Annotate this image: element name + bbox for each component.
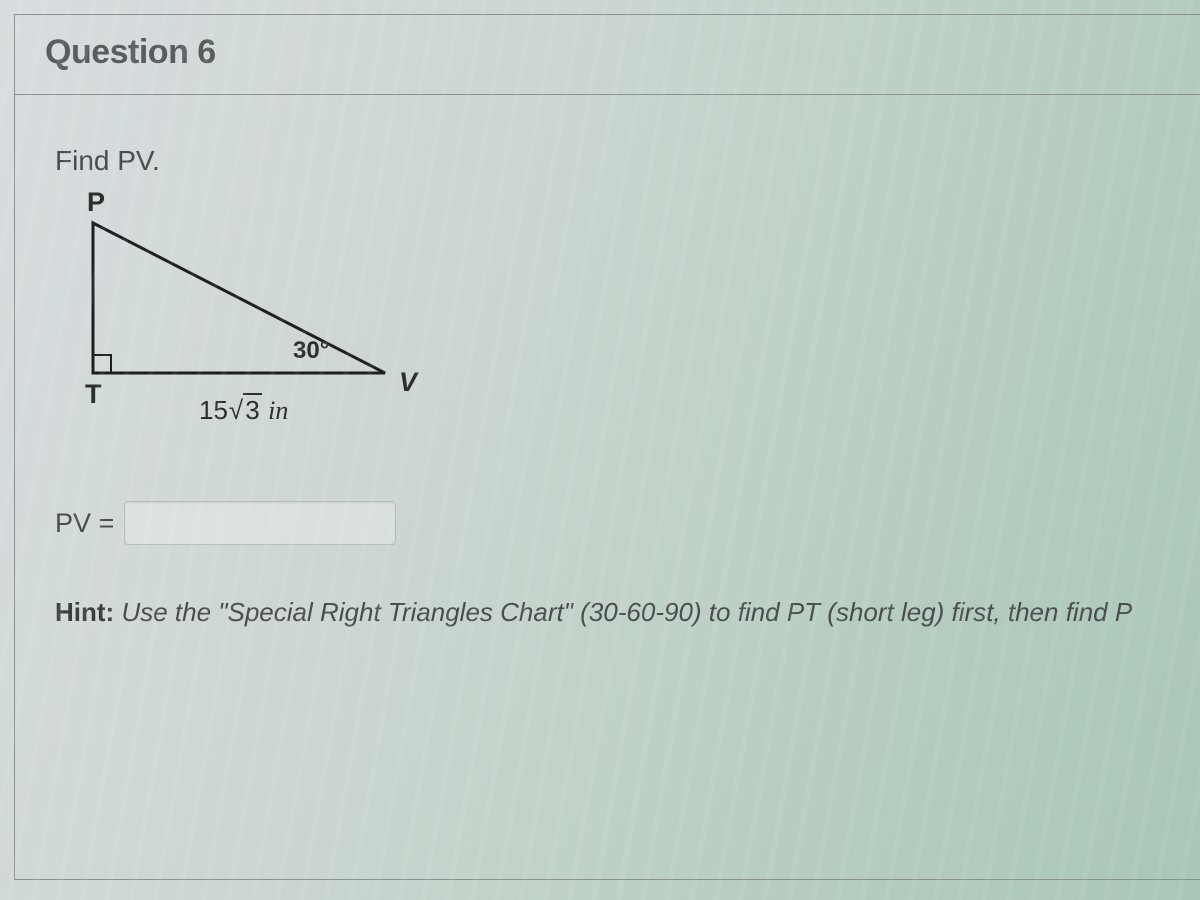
side-tv-num: 15 [199,395,228,425]
triangle-diagram: P T V 30° 153 in [55,203,475,453]
answer-label: PV = [55,508,114,539]
vertex-label-p: P [87,187,105,218]
right-angle-marker [93,355,111,373]
side-tv-label: 15 3 in [199,395,288,426]
triangle-shape [93,223,385,373]
question-body: Find PV. P T V 30° 15 3 in PV = Hint: Use… [15,95,1200,650]
vertex-label-t: T [85,379,102,410]
hint-label: Hint: [55,597,114,627]
vertex-label-v: V [399,367,417,398]
answer-row: PV = [55,501,1170,545]
answer-input[interactable] [124,501,396,545]
question-title: Question 6 [45,33,1170,72]
question-header: Question 6 [15,15,1200,95]
question-card: Question 6 Find PV. P T V 30° 15 3 in PV … [14,14,1200,880]
side-tv-unit: in [268,396,288,425]
question-prompt: Find PV. [55,145,1170,177]
hint-text: Use the "Special Right Triangles Chart" … [121,597,1132,627]
hint-line: Hint: Use the "Special Right Triangles C… [55,595,1170,630]
side-tv-radicand: 3 [243,393,261,425]
angle-v-label: 30° [293,337,329,365]
sqrt-icon: 3 [229,395,262,426]
